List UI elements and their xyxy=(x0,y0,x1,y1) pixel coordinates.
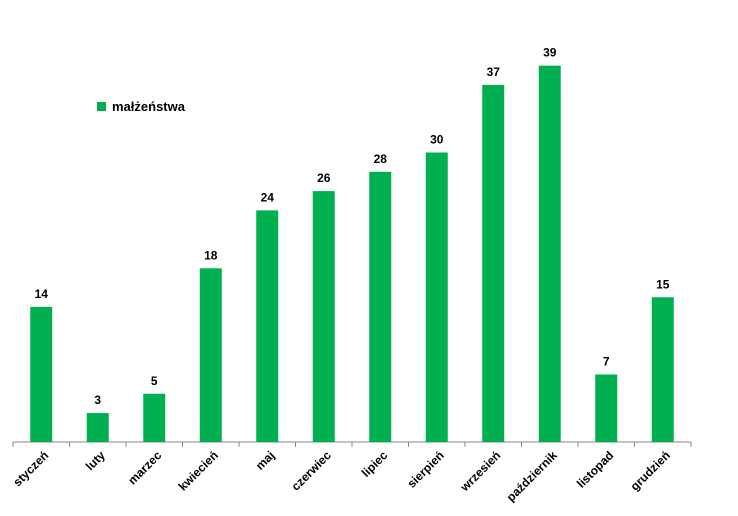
data-label: 26 xyxy=(317,171,331,185)
x-tick-label: wrzesień xyxy=(457,448,503,494)
bar xyxy=(312,191,335,442)
x-tick-label: czerwiec xyxy=(289,448,335,494)
bar xyxy=(143,393,166,442)
data-label: 14 xyxy=(35,287,49,301)
legend-label: małżeństwa xyxy=(112,99,186,114)
x-tick-label: maj xyxy=(253,448,278,473)
x-tick-label: sierpień xyxy=(404,448,446,490)
x-tick-label: kwiecień xyxy=(176,448,221,493)
x-tick-label: marzec xyxy=(125,448,164,487)
bar xyxy=(425,152,448,442)
data-label: 30 xyxy=(430,133,444,147)
bar xyxy=(482,84,505,442)
x-tick-label: styczeń xyxy=(10,448,51,489)
data-label: 28 xyxy=(374,152,388,166)
bar xyxy=(86,413,109,442)
data-label: 37 xyxy=(487,65,501,79)
legend-swatch xyxy=(97,102,106,111)
bar xyxy=(651,297,674,442)
x-tick-label: luty xyxy=(83,448,108,473)
x-tick-label: lipiec xyxy=(359,448,391,480)
bar xyxy=(30,306,53,442)
data-label: 18 xyxy=(204,248,218,262)
bar xyxy=(538,65,561,443)
data-label: 7 xyxy=(603,354,610,368)
bar xyxy=(595,374,618,442)
bar xyxy=(199,268,222,442)
data-label: 39 xyxy=(543,46,557,60)
bar xyxy=(369,171,392,443)
data-label: 3 xyxy=(94,393,101,407)
x-tick-label: listopad xyxy=(574,448,616,490)
x-tick-label: grudzień xyxy=(628,448,673,493)
bar xyxy=(256,210,279,442)
data-label: 24 xyxy=(261,190,275,204)
data-label: 5 xyxy=(151,374,158,388)
x-tick-label: październik xyxy=(504,448,560,504)
data-label: 15 xyxy=(656,277,670,291)
